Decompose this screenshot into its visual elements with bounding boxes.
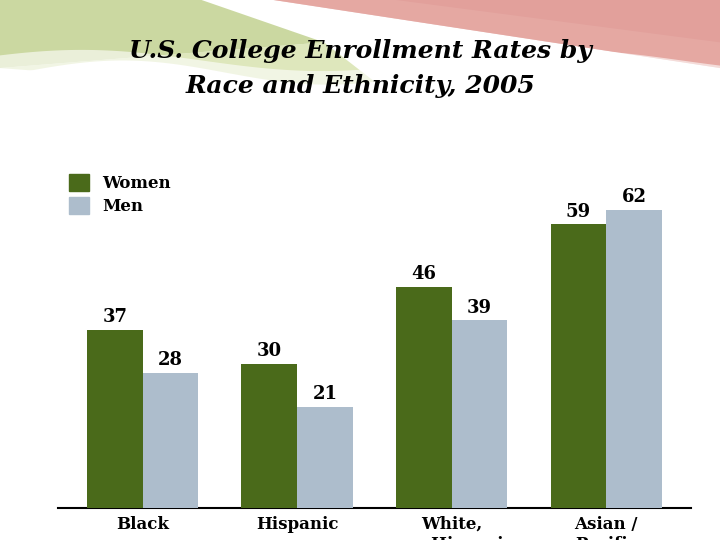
Polygon shape — [0, 50, 720, 151]
Text: 62: 62 — [621, 188, 647, 206]
Bar — [87, 330, 143, 508]
Polygon shape — [274, 0, 720, 68]
Text: Race and Ethnicity, 2005: Race and Ethnicity, 2005 — [185, 75, 535, 98]
Bar — [396, 287, 451, 508]
Legend: Women, Men: Women, Men — [66, 170, 174, 218]
Text: 59: 59 — [566, 202, 591, 220]
Text: 46: 46 — [411, 265, 436, 283]
Text: 28: 28 — [158, 352, 183, 369]
Text: 30: 30 — [257, 342, 282, 360]
Bar — [143, 373, 198, 508]
Text: 39: 39 — [467, 299, 492, 316]
Polygon shape — [0, 60, 720, 151]
Polygon shape — [274, 0, 720, 68]
Bar — [241, 363, 297, 508]
Bar — [297, 407, 353, 508]
Bar — [551, 225, 606, 508]
Text: 37: 37 — [102, 308, 127, 326]
Text: U.S. College Enrollment Rates by: U.S. College Enrollment Rates by — [129, 39, 591, 63]
Polygon shape — [0, 42, 396, 98]
Bar — [606, 210, 662, 508]
Bar — [451, 320, 508, 508]
Text: 21: 21 — [312, 385, 338, 403]
Polygon shape — [0, 0, 324, 68]
